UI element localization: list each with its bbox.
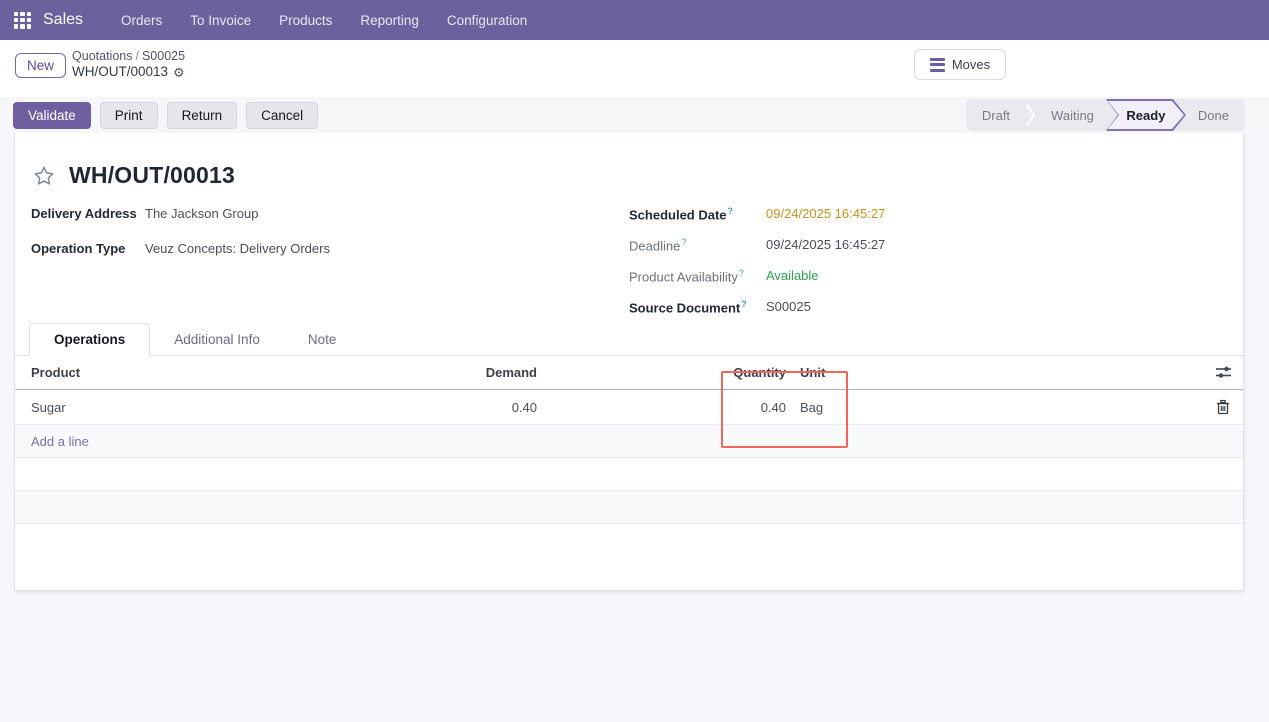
- nav-item-configuration[interactable]: Configuration: [446, 12, 528, 28]
- delivery-address-value[interactable]: The Jackson Group: [145, 206, 259, 221]
- empty-row: [15, 458, 1243, 491]
- top-navbar: Sales Orders To Invoice Products Reporti…: [0, 0, 1269, 40]
- column-quantity[interactable]: Quantity: [733, 365, 786, 380]
- cell-product[interactable]: Sugar: [31, 399, 66, 415]
- cell-quantity[interactable]: 0.40: [760, 399, 786, 415]
- nav-item-to-invoice[interactable]: To Invoice: [190, 12, 252, 28]
- app-brand-sales[interactable]: Sales: [43, 11, 84, 28]
- deadline-value[interactable]: 09/24/2025 16:45:27: [766, 237, 886, 252]
- help-icon: ?: [727, 206, 734, 216]
- cell-unit[interactable]: Bag: [800, 399, 824, 415]
- delete-row-button[interactable]: [1203, 399, 1243, 415]
- breadcrumb-s00025[interactable]: S00025: [141, 48, 186, 63]
- field-deadline: Deadline? 09/24/2025 16:45:27: [629, 237, 886, 254]
- apps-grid-icon[interactable]: [14, 11, 31, 29]
- column-product[interactable]: Product: [31, 365, 81, 380]
- stage-done[interactable]: Done: [1197, 107, 1229, 123]
- content-area: WH/OUT/00013 Delivery Address The Jackso…: [0, 133, 1269, 722]
- nav-item-orders[interactable]: Orders: [121, 12, 163, 28]
- nav-item-products[interactable]: Products: [279, 12, 333, 28]
- stage-ready[interactable]: Ready: [1106, 99, 1186, 131]
- gear-icon[interactable]: ⚙: [173, 64, 185, 80]
- document-title: WH/OUT/00013: [69, 162, 236, 188]
- operations-table-header: Product Demand Quantity Unit: [15, 356, 1243, 390]
- product-availability-value: Available: [766, 268, 819, 283]
- table-row-sugar[interactable]: Sugar 0.40 0.40 Bag: [15, 390, 1243, 425]
- chevron-separator-icon: [1026, 99, 1036, 131]
- help-icon: ?: [741, 299, 747, 309]
- field-operation-type: Operation Type Veuz Concepts: Delivery O…: [31, 241, 330, 256]
- moves-button-label: Moves: [951, 57, 991, 72]
- breadcrumb-quotations[interactable]: Quotations: [72, 48, 133, 63]
- print-button[interactable]: Print: [99, 101, 158, 129]
- stage-draft[interactable]: Draft: [981, 107, 1011, 123]
- new-button[interactable]: New: [15, 52, 67, 78]
- notebook-tabs: Operations Additional Info Note: [15, 321, 1243, 356]
- return-button[interactable]: Return: [166, 101, 238, 129]
- column-demand[interactable]: Demand: [485, 365, 537, 380]
- trash-icon: [1217, 399, 1229, 415]
- help-icon: ?: [681, 237, 687, 247]
- breadcrumb: Quotations / S00025 WH/OUT/00013 ⚙: [72, 49, 185, 82]
- add-a-line-row: Add a line: [15, 425, 1243, 458]
- status-pipeline: Draft Waiting Ready Done: [965, 99, 1245, 131]
- cell-demand[interactable]: 0.40: [511, 399, 537, 415]
- scheduled-date-value[interactable]: 09/24/2025 16:45:27: [766, 206, 886, 221]
- control-panel: New Quotations / S00025 WH/OUT/00013 ⚙ Mov…: [0, 40, 1269, 90]
- validate-button[interactable]: Validate: [13, 101, 91, 129]
- source-document-value[interactable]: S00025: [766, 299, 811, 314]
- moves-button[interactable]: Moves: [914, 49, 1006, 80]
- field-delivery-address: Delivery Address The Jackson Group: [31, 206, 259, 221]
- field-group: Delivery Address The Jackson Group Opera…: [15, 189, 1243, 315]
- stage-waiting[interactable]: Waiting: [1051, 107, 1094, 123]
- form-sheet: WH/OUT/00013 Delivery Address The Jackso…: [14, 133, 1244, 591]
- field-product-availability: Product Availability? Available: [629, 268, 819, 285]
- ready-arrow-fill: [1108, 101, 1184, 129]
- field-source-document: Source Document? S00025: [629, 299, 811, 316]
- status-band: Validate Print Return Cancel Draft Waiti…: [0, 97, 1269, 133]
- tab-operations[interactable]: Operations: [29, 323, 151, 356]
- moves-list-icon: [929, 57, 945, 72]
- add-a-line-link[interactable]: Add a line: [31, 433, 89, 449]
- cancel-button[interactable]: Cancel: [246, 101, 319, 129]
- nav-item-reporting[interactable]: Reporting: [360, 12, 419, 28]
- favorite-star-icon[interactable]: [33, 165, 55, 187]
- tab-additional-info[interactable]: Additional Info: [174, 332, 260, 347]
- column-unit[interactable]: Unit: [800, 365, 826, 380]
- breadcrumb-separator: /: [135, 48, 139, 63]
- empty-row: [15, 491, 1243, 524]
- field-scheduled-date: Scheduled Date? 09/24/2025 16:45:27: [629, 206, 886, 223]
- tab-note[interactable]: Note: [307, 332, 337, 347]
- help-icon: ?: [738, 268, 744, 278]
- empty-row: [15, 524, 1243, 557]
- breadcrumb-active: WH/OUT/00013: [72, 64, 169, 80]
- optional-columns-button[interactable]: [1203, 365, 1243, 380]
- operation-type-value[interactable]: Veuz Concepts: Delivery Orders: [145, 241, 330, 256]
- sliders-icon: [1215, 366, 1231, 378]
